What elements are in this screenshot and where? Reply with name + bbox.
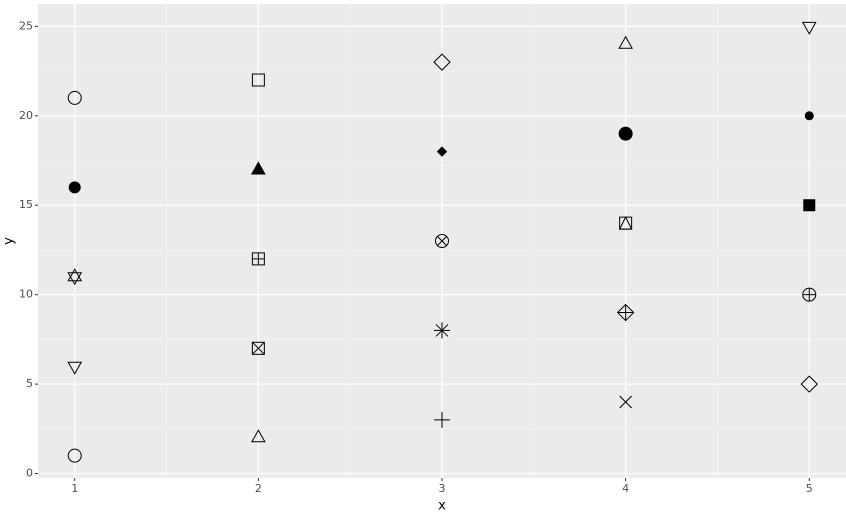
marker-part <box>619 395 632 409</box>
marker-part <box>437 236 447 246</box>
marker-part <box>251 341 265 355</box>
marker-part <box>803 199 816 212</box>
marker-part <box>800 375 818 393</box>
point <box>67 361 83 375</box>
point <box>67 268 83 286</box>
x-tick-label: 2 <box>255 482 262 495</box>
marker-part <box>67 272 83 286</box>
y-tick-label: 25 <box>19 19 33 32</box>
marker-part <box>435 324 449 337</box>
marker-part <box>618 35 633 49</box>
point <box>251 73 265 87</box>
point <box>68 181 81 194</box>
point <box>251 252 265 266</box>
marker-part <box>436 146 448 157</box>
point <box>251 341 265 355</box>
marker-part <box>251 161 266 175</box>
point <box>801 21 817 35</box>
point <box>618 215 633 230</box>
marker-part <box>804 111 814 121</box>
point <box>619 395 632 409</box>
marker-part <box>67 361 83 375</box>
y-tick-label: 0 <box>26 467 33 480</box>
point <box>251 429 266 443</box>
y-tick-label: 10 <box>19 288 33 301</box>
point <box>433 53 451 71</box>
x-axis-label: x <box>438 499 446 514</box>
point <box>618 35 633 49</box>
y-tick-label: 5 <box>26 377 33 390</box>
point <box>616 303 635 322</box>
marker-part <box>801 21 817 35</box>
point <box>67 90 82 105</box>
point <box>251 161 266 175</box>
marker-part <box>67 90 82 105</box>
marker-part <box>618 126 633 141</box>
y-tick-label: 15 <box>19 198 33 211</box>
point <box>67 448 82 463</box>
point <box>800 375 818 393</box>
marker-part <box>435 234 449 248</box>
point <box>802 287 817 302</box>
point <box>434 322 450 339</box>
point <box>435 234 449 248</box>
point <box>618 126 633 141</box>
marker-part <box>67 268 83 282</box>
point <box>436 146 448 157</box>
marker-part <box>433 53 451 71</box>
point <box>804 111 814 121</box>
x-tick-label: 3 <box>439 482 446 495</box>
x-tick-label: 4 <box>622 482 629 495</box>
marker-part <box>618 215 633 230</box>
x-tick-label: 1 <box>71 482 78 495</box>
marker-part <box>252 341 265 355</box>
x-tick-label: 5 <box>806 482 813 495</box>
marker-part <box>251 429 266 443</box>
point <box>434 411 450 428</box>
point <box>803 199 816 212</box>
marker-part <box>68 181 81 194</box>
marker-part <box>251 73 265 87</box>
y-axis-label: y <box>2 237 17 245</box>
y-tick-label: 20 <box>19 109 33 122</box>
marker-part <box>67 448 82 463</box>
